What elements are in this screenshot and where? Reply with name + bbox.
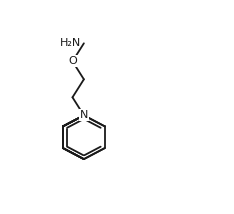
Text: H₂N: H₂N (60, 38, 82, 48)
Text: O: O (68, 56, 77, 66)
Text: N: N (80, 110, 88, 120)
